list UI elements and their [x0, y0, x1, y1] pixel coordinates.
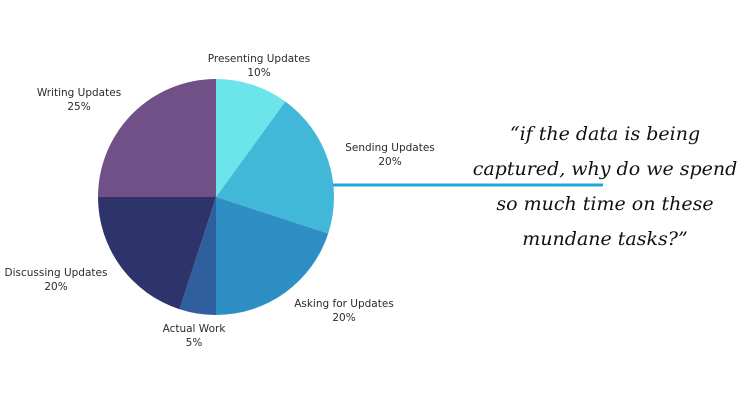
quote-line: “if the data is being [510, 123, 700, 145]
slice-percent-label: 20% [378, 156, 401, 168]
pie-slice-asking-for-updates [216, 197, 329, 315]
slice-percent-label: 20% [332, 312, 355, 324]
pie-slice-sending-updates [216, 101, 334, 234]
quote-line: captured, why do we spend [473, 158, 738, 180]
pie-slices [98, 79, 334, 315]
pie-slice-writing-updates [98, 79, 216, 197]
slice-percent-label: 5% [186, 337, 203, 349]
slice-name-label: Sending Updates [345, 142, 435, 154]
slice-name-label: Actual Work [163, 323, 227, 335]
quote-line: so much time on these [496, 193, 713, 215]
slice-name-label: Discussing Updates [5, 267, 108, 279]
pie-slice-presenting-updates [216, 79, 286, 197]
slice-name-label: Writing Updates [37, 87, 121, 99]
slice-labels: Presenting Updates 10% Sending Updates 20% A… [5, 53, 435, 349]
slice-percent-label: 10% [247, 67, 270, 79]
slice-name-label: Asking for Updates [294, 298, 394, 310]
pie-slice-actual-work [179, 197, 216, 315]
quote-block: “if the data is being captured, why do we… [473, 123, 738, 250]
slice-percent-label: 20% [44, 281, 67, 293]
quote-line: mundane tasks?” [522, 228, 687, 250]
slice-name-label: Presenting Updates [208, 53, 310, 65]
pie-slice-discussing-updates [98, 197, 216, 310]
slice-percent-label: 25% [67, 101, 90, 113]
